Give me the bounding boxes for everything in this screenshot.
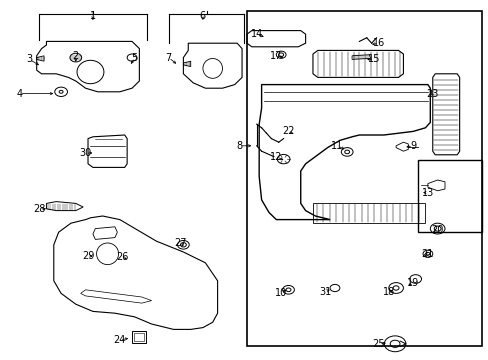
Text: 16: 16 <box>372 38 385 48</box>
Text: 23: 23 <box>426 89 438 99</box>
Text: 31: 31 <box>318 287 331 297</box>
Text: 13: 13 <box>421 188 433 198</box>
Text: 15: 15 <box>367 54 380 64</box>
Text: 14: 14 <box>250 29 263 39</box>
Text: 9: 9 <box>409 141 415 151</box>
Text: 20: 20 <box>430 225 443 235</box>
Text: 10: 10 <box>274 288 287 298</box>
Text: 21: 21 <box>421 249 433 259</box>
Text: 29: 29 <box>81 251 94 261</box>
Text: 17: 17 <box>269 51 282 61</box>
Bar <box>246 11 481 346</box>
Text: 5: 5 <box>131 53 137 63</box>
Text: 8: 8 <box>236 141 242 151</box>
Text: 28: 28 <box>33 204 45 214</box>
Text: 7: 7 <box>165 53 171 63</box>
Text: 3: 3 <box>26 54 32 64</box>
Text: 25: 25 <box>372 339 385 349</box>
Text: 2: 2 <box>73 51 79 61</box>
Text: 27: 27 <box>174 238 187 248</box>
Text: 18: 18 <box>382 287 394 297</box>
Text: 1: 1 <box>90 11 96 21</box>
Text: 26: 26 <box>116 252 128 262</box>
Text: 6: 6 <box>200 11 205 21</box>
Text: 12: 12 <box>269 152 282 162</box>
Text: 22: 22 <box>282 126 294 136</box>
Text: 4: 4 <box>17 89 22 99</box>
Text: 11: 11 <box>330 141 343 151</box>
Bar <box>417 160 481 232</box>
Text: 30: 30 <box>79 148 92 158</box>
Text: 19: 19 <box>406 278 419 288</box>
Bar <box>132 331 145 343</box>
Bar <box>134 333 143 341</box>
Text: 24: 24 <box>113 335 126 345</box>
